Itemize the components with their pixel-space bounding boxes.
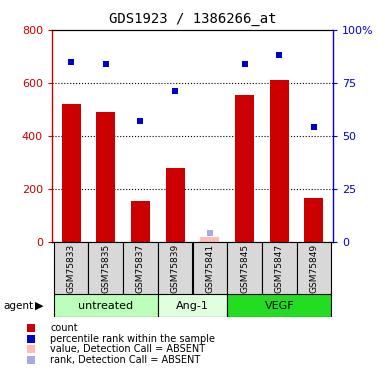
Text: GSM75849: GSM75849 xyxy=(310,244,318,292)
Text: GSM75833: GSM75833 xyxy=(67,243,75,293)
Bar xyxy=(123,242,158,294)
Bar xyxy=(131,201,150,242)
Bar xyxy=(192,242,227,294)
Bar xyxy=(62,104,80,242)
Text: GSM75841: GSM75841 xyxy=(205,244,214,292)
Text: rank, Detection Call = ABSENT: rank, Detection Call = ABSENT xyxy=(50,355,200,364)
Bar xyxy=(54,242,89,294)
Bar xyxy=(166,168,185,242)
Title: GDS1923 / 1386266_at: GDS1923 / 1386266_at xyxy=(109,12,276,26)
Text: count: count xyxy=(50,323,78,333)
Text: VEGF: VEGF xyxy=(264,301,294,310)
Bar xyxy=(227,294,331,317)
Text: untreated: untreated xyxy=(78,301,133,310)
Bar xyxy=(270,80,289,242)
Text: percentile rank within the sample: percentile rank within the sample xyxy=(50,334,215,344)
Text: GSM75839: GSM75839 xyxy=(171,243,180,293)
Bar xyxy=(96,112,115,242)
Text: GSM75837: GSM75837 xyxy=(136,243,145,293)
Bar xyxy=(158,294,227,317)
Text: Ang-1: Ang-1 xyxy=(176,301,209,310)
Bar xyxy=(89,242,123,294)
Bar xyxy=(200,237,219,242)
Bar xyxy=(158,242,192,294)
Text: GSM75847: GSM75847 xyxy=(275,244,284,292)
Text: agent: agent xyxy=(4,301,34,311)
Bar xyxy=(296,242,331,294)
Bar xyxy=(262,242,296,294)
Bar xyxy=(305,198,323,242)
Text: ▶: ▶ xyxy=(35,301,44,311)
Bar xyxy=(227,242,262,294)
Bar xyxy=(235,95,254,242)
Text: GSM75845: GSM75845 xyxy=(240,244,249,292)
Bar xyxy=(54,294,158,317)
Text: GSM75835: GSM75835 xyxy=(101,243,110,293)
Text: value, Detection Call = ABSENT: value, Detection Call = ABSENT xyxy=(50,344,205,354)
